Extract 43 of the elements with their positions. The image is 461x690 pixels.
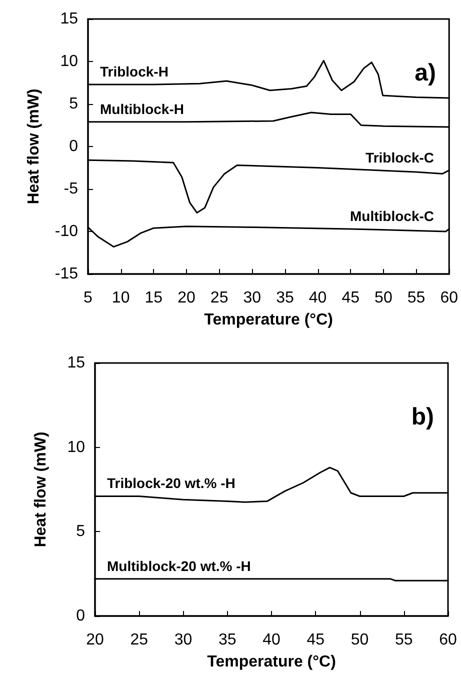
y-tick-label: 10 bbox=[60, 53, 78, 70]
x-tick-label: 45 bbox=[306, 632, 325, 648]
x-tick-label: 35 bbox=[218, 632, 236, 648]
x-tick-label: 10 bbox=[112, 290, 130, 306]
series-label: Triblock-20 wt.% -H bbox=[107, 475, 236, 492]
x-tick-label: 40 bbox=[308, 290, 327, 306]
x-tick-label: 30 bbox=[174, 632, 192, 648]
y-tick-label: 0 bbox=[69, 138, 78, 155]
x-tick-label: 20 bbox=[86, 632, 104, 648]
y-tick-label: 10 bbox=[67, 438, 86, 456]
annotation: b) bbox=[411, 404, 434, 430]
y-tick-label: -10 bbox=[54, 223, 78, 240]
y-tick-label: -15 bbox=[54, 266, 78, 282]
series-label: Multiblock-H bbox=[100, 100, 184, 117]
x-tick-label: 50 bbox=[374, 290, 392, 306]
series-label: Multiblock-C bbox=[350, 208, 434, 224]
x-tick-label: 40 bbox=[262, 632, 280, 648]
x-tick-label: 60 bbox=[439, 632, 457, 648]
x-tick-label: 45 bbox=[342, 290, 360, 306]
x-tick-label: 30 bbox=[243, 290, 262, 306]
y-tick-label: 15 bbox=[60, 10, 78, 28]
y-axis-title: Heat flow (mW) bbox=[26, 88, 42, 204]
annotation: a) bbox=[414, 60, 436, 86]
y-tick-label: 15 bbox=[67, 354, 86, 372]
series-label: Multiblock-20 wt.% -H bbox=[107, 558, 251, 574]
x-tick-label: 20 bbox=[178, 290, 196, 306]
x-tick-label: 55 bbox=[407, 290, 426, 306]
x-tick-label: 35 bbox=[276, 290, 294, 306]
x-tick-label: 60 bbox=[440, 290, 458, 306]
x-tick-label: 25 bbox=[210, 290, 228, 306]
y-tick-label: 5 bbox=[69, 96, 78, 112]
series-label: Triblock-H bbox=[100, 63, 168, 80]
y-tick-label: 5 bbox=[76, 523, 86, 540]
x-axis-title: Temperature (°C) bbox=[204, 312, 333, 328]
x-tick-label: 50 bbox=[350, 632, 369, 648]
x-tick-label: 15 bbox=[144, 290, 163, 306]
series-label: Triblock-C bbox=[366, 149, 434, 166]
x-tick-label: 55 bbox=[394, 632, 413, 648]
y-axis-title: Heat flow (mW) bbox=[32, 432, 50, 548]
x-tick-label: 25 bbox=[130, 632, 148, 648]
y-tick-label: 0 bbox=[76, 608, 86, 624]
x-axis-title: Temperature (°C) bbox=[207, 654, 336, 670]
y-tick-label: -5 bbox=[64, 180, 78, 198]
